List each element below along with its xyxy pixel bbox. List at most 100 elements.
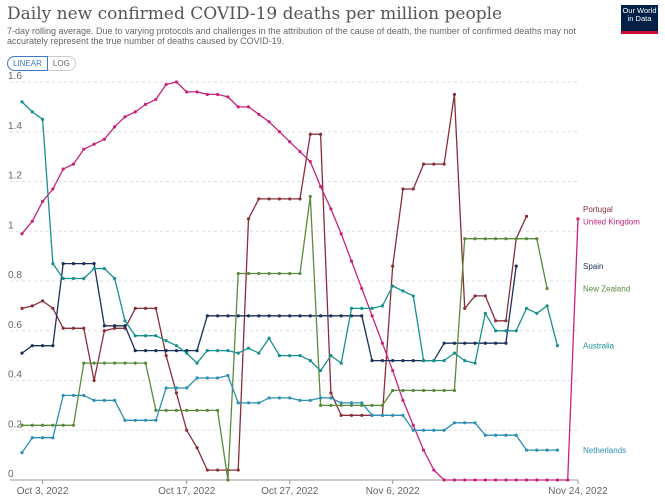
data-point-netherlands bbox=[267, 396, 271, 400]
series-line-new-zealand bbox=[22, 195, 548, 481]
data-point-portugal bbox=[318, 132, 323, 136]
data-point-new-zealand bbox=[61, 423, 65, 427]
data-point-australia bbox=[113, 276, 117, 281]
data-point-new-zealand bbox=[277, 271, 282, 276]
data-point-portugal bbox=[61, 326, 65, 330]
data-point-new-zealand bbox=[195, 408, 199, 412]
data-point-spain bbox=[102, 324, 106, 328]
data-point-new-zealand bbox=[143, 361, 148, 365]
data-point-portugal bbox=[524, 214, 529, 218]
data-point-netherlands bbox=[277, 396, 282, 400]
data-point-australia bbox=[236, 351, 240, 355]
data-point-new-zealand bbox=[421, 388, 426, 393]
data-point-netherlands bbox=[133, 418, 137, 422]
data-point-portugal bbox=[391, 264, 395, 268]
data-point-australia bbox=[298, 354, 302, 358]
data-point-netherlands bbox=[339, 401, 343, 405]
data-point-netherlands bbox=[154, 418, 158, 422]
data-point-new-zealand bbox=[370, 403, 374, 407]
data-point-netherlands bbox=[20, 451, 24, 455]
data-point-spain bbox=[226, 314, 230, 318]
data-point-australia bbox=[555, 344, 560, 348]
data-point-spain bbox=[473, 341, 477, 345]
log-toggle-button[interactable]: LOG bbox=[47, 56, 76, 71]
data-point-united-kingdom bbox=[576, 217, 580, 221]
data-point-spain bbox=[246, 314, 251, 318]
data-point-united-kingdom bbox=[246, 105, 251, 109]
data-point-australia bbox=[411, 294, 415, 298]
data-point-new-zealand bbox=[257, 271, 261, 276]
data-point-netherlands bbox=[401, 413, 405, 417]
data-point-portugal bbox=[143, 306, 148, 310]
data-point-united-kingdom bbox=[123, 115, 127, 119]
data-point-netherlands bbox=[216, 376, 220, 380]
y-tick-label: 1.6 bbox=[8, 71, 22, 82]
data-point-netherlands bbox=[442, 428, 446, 432]
data-point-australia bbox=[442, 359, 446, 363]
data-point-netherlands bbox=[308, 398, 312, 402]
data-point-new-zealand bbox=[154, 408, 158, 412]
owid-logo[interactable]: Our World in Data bbox=[621, 5, 658, 34]
x-tick-label: Oct 17, 2022 bbox=[158, 486, 216, 497]
data-point-portugal bbox=[288, 197, 292, 201]
data-point-australia bbox=[494, 329, 498, 333]
data-point-new-zealand bbox=[102, 361, 106, 365]
data-point-united-kingdom bbox=[339, 232, 343, 236]
data-point-new-zealand bbox=[401, 388, 405, 393]
data-point-netherlands bbox=[82, 393, 86, 398]
data-point-united-kingdom bbox=[82, 147, 86, 151]
data-point-united-kingdom bbox=[421, 448, 426, 452]
data-point-new-zealand bbox=[483, 237, 487, 241]
data-point-spain bbox=[20, 351, 24, 355]
data-point-portugal bbox=[504, 319, 508, 323]
data-point-netherlands bbox=[288, 396, 292, 400]
x-tick-label: Nov 6, 2022 bbox=[366, 486, 420, 497]
data-point-australia bbox=[61, 276, 65, 281]
data-point-united-kingdom bbox=[174, 80, 179, 84]
data-point-spain bbox=[51, 344, 55, 348]
data-point-spain bbox=[174, 349, 179, 353]
data-point-portugal bbox=[30, 304, 34, 308]
data-point-australia bbox=[463, 359, 467, 363]
data-point-netherlands bbox=[432, 428, 436, 432]
linear-toggle-button[interactable]: LINEAR bbox=[7, 56, 48, 71]
data-point-portugal bbox=[246, 217, 251, 221]
data-point-united-kingdom bbox=[113, 125, 117, 129]
data-point-spain bbox=[329, 314, 333, 318]
data-point-portugal bbox=[205, 468, 209, 472]
data-point-united-kingdom bbox=[329, 207, 333, 211]
data-point-australia bbox=[143, 334, 148, 338]
data-point-portugal bbox=[277, 197, 282, 201]
logo-line-2: in Data bbox=[627, 14, 652, 23]
data-point-new-zealand bbox=[205, 408, 209, 412]
data-point-united-kingdom bbox=[20, 232, 24, 236]
data-point-netherlands bbox=[226, 373, 230, 378]
data-point-new-zealand bbox=[92, 361, 96, 365]
data-point-united-kingdom bbox=[92, 142, 96, 146]
data-point-spain bbox=[205, 314, 209, 318]
data-point-spain bbox=[391, 359, 395, 363]
data-point-australia bbox=[92, 266, 96, 271]
data-point-united-kingdom bbox=[380, 341, 384, 345]
data-point-portugal bbox=[463, 306, 467, 310]
logo-line-1: Our World bbox=[622, 6, 657, 15]
data-point-portugal bbox=[483, 294, 487, 298]
data-point-spain bbox=[267, 314, 271, 318]
data-point-new-zealand bbox=[432, 388, 436, 393]
data-point-netherlands bbox=[463, 421, 467, 425]
data-point-australia bbox=[51, 261, 55, 266]
data-point-australia bbox=[483, 311, 487, 315]
data-point-netherlands bbox=[504, 433, 508, 437]
data-point-united-kingdom bbox=[164, 82, 168, 87]
data-point-australia bbox=[380, 304, 384, 308]
data-point-netherlands bbox=[524, 448, 529, 452]
data-point-portugal bbox=[401, 187, 405, 191]
data-point-united-kingdom bbox=[555, 478, 560, 482]
data-point-united-kingdom bbox=[205, 92, 209, 97]
data-point-netherlands bbox=[318, 396, 323, 400]
data-point-spain bbox=[185, 349, 189, 353]
data-point-spain bbox=[494, 341, 498, 345]
data-point-spain bbox=[277, 314, 282, 318]
data-point-united-kingdom bbox=[143, 102, 148, 106]
